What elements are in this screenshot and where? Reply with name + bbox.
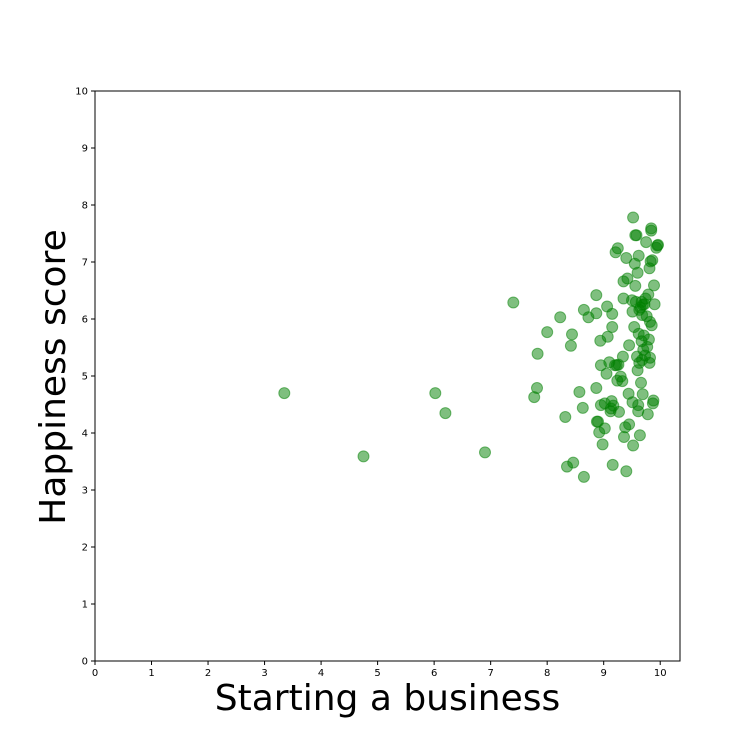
data-point — [278, 387, 291, 400]
data-point — [635, 376, 647, 389]
data-point — [646, 254, 659, 267]
data-point — [630, 229, 643, 242]
data-point — [632, 249, 645, 262]
data-point — [429, 387, 442, 400]
y-axis-label: Happiness score — [33, 229, 74, 525]
x-tick-label: 4 — [318, 668, 324, 679]
y-tick-label: 5 — [82, 372, 88, 383]
y-tick-label: 4 — [82, 429, 88, 440]
data-point — [623, 418, 636, 431]
data-point — [601, 330, 614, 343]
data-point — [632, 399, 645, 412]
data-point — [645, 222, 658, 235]
data-point — [621, 272, 634, 285]
data-point — [627, 211, 640, 224]
y-axis-ticks: 0 1 2 3 4 5 6 7 8 9 10 — [75, 87, 95, 668]
data-point — [590, 289, 603, 302]
data-point — [606, 321, 619, 333]
data-point — [645, 319, 658, 332]
data-point — [641, 408, 654, 421]
data-point — [439, 407, 452, 420]
x-tick-label: 8 — [544, 668, 550, 679]
data-point — [564, 339, 577, 352]
data-point — [620, 465, 633, 478]
data-point — [590, 382, 603, 394]
x-tick-label: 3 — [261, 668, 267, 679]
data-point — [559, 411, 572, 423]
x-tick-label: 10 — [654, 668, 667, 679]
data-point — [616, 375, 629, 388]
data-point — [623, 339, 636, 352]
x-tick-label: 5 — [374, 668, 380, 679]
data-point — [479, 446, 491, 459]
data-point — [600, 367, 613, 380]
y-tick-label: 1 — [82, 600, 88, 611]
data-point — [627, 439, 640, 452]
x-tick-label: 9 — [601, 668, 607, 679]
data-points — [278, 211, 664, 483]
data-point — [567, 456, 580, 469]
x-tick-label: 0 — [92, 668, 98, 679]
y-tick-label: 6 — [82, 315, 88, 326]
data-point — [644, 351, 656, 364]
data-point — [554, 311, 567, 324]
x-tick-label: 6 — [431, 668, 437, 679]
data-point — [541, 326, 554, 339]
data-point — [357, 450, 370, 463]
data-point — [507, 296, 520, 309]
data-point — [629, 279, 642, 292]
data-point — [620, 252, 633, 264]
data-point — [648, 279, 660, 292]
data-point — [636, 388, 649, 401]
y-tick-label: 9 — [82, 144, 88, 155]
data-point — [642, 333, 655, 346]
y-tick-label: 0 — [82, 657, 88, 668]
data-point — [631, 266, 644, 279]
x-tick-label: 2 — [205, 668, 211, 679]
data-point — [648, 298, 661, 311]
y-tick-label: 3 — [82, 486, 88, 497]
y-tick-label: 7 — [82, 258, 88, 269]
data-point — [652, 238, 664, 251]
data-point — [640, 236, 653, 249]
y-tick-label: 8 — [82, 201, 88, 212]
x-axis-label: Starting a business — [215, 678, 560, 719]
data-point — [531, 347, 544, 360]
data-point — [596, 438, 609, 451]
data-point — [606, 458, 619, 471]
data-point — [616, 350, 629, 363]
data-point — [590, 307, 603, 320]
data-point — [531, 382, 543, 394]
x-axis-ticks: 0 1 2 3 4 5 6 7 8 9 10 — [92, 661, 667, 679]
x-tick-label: 1 — [148, 668, 154, 679]
data-point — [613, 405, 625, 418]
y-tick-label: 2 — [82, 543, 88, 554]
data-point — [573, 386, 586, 398]
data-point — [606, 307, 619, 320]
data-point — [566, 328, 578, 341]
data-point — [647, 394, 660, 407]
data-point — [576, 401, 589, 414]
y-tick-label: 10 — [75, 87, 88, 98]
data-point — [598, 422, 611, 435]
data-point — [642, 288, 655, 301]
data-point — [577, 470, 590, 483]
data-point — [633, 429, 646, 442]
x-tick-label: 7 — [487, 668, 493, 679]
data-point — [611, 242, 624, 255]
